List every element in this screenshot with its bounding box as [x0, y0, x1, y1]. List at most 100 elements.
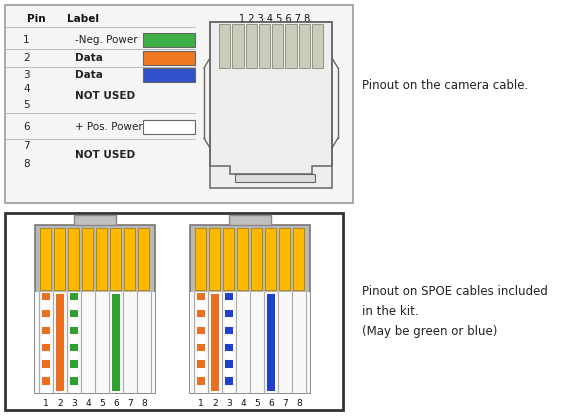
Bar [219, 24, 230, 68]
Bar [42, 335, 50, 342]
Bar [225, 386, 233, 393]
Bar [42, 293, 50, 300]
Bar [267, 294, 275, 391]
Bar [96, 228, 107, 290]
Bar [293, 228, 304, 290]
Bar [5, 5, 353, 203]
Bar [197, 293, 205, 300]
Text: NOT USED: NOT USED [75, 91, 135, 101]
Bar [225, 377, 233, 384]
Bar [70, 377, 78, 384]
Text: 3: 3 [226, 399, 232, 408]
Bar [211, 294, 219, 391]
Bar [143, 68, 195, 82]
Text: 2: 2 [57, 399, 63, 408]
Bar [225, 293, 233, 300]
Text: 3: 3 [71, 399, 77, 408]
Text: 4: 4 [23, 84, 30, 94]
Text: 6: 6 [23, 122, 30, 132]
Bar [259, 24, 270, 68]
Bar [246, 24, 257, 68]
Text: 7: 7 [127, 399, 133, 408]
Bar [225, 310, 233, 317]
Text: 7: 7 [282, 399, 288, 408]
Bar [210, 22, 332, 188]
Bar [35, 292, 155, 393]
Bar [42, 360, 50, 368]
Bar [235, 174, 315, 182]
Text: 6: 6 [113, 399, 119, 408]
Bar [298, 24, 309, 68]
Bar [197, 335, 205, 342]
Text: 6: 6 [268, 399, 274, 408]
Bar [197, 369, 205, 376]
Bar [42, 301, 50, 309]
Bar [225, 360, 233, 368]
Text: 5: 5 [99, 399, 105, 408]
Text: 1: 1 [23, 35, 30, 45]
Bar [143, 51, 195, 65]
Text: Label: Label [67, 14, 99, 24]
Bar [223, 228, 234, 290]
Bar [42, 344, 50, 351]
Text: 7: 7 [23, 141, 30, 151]
Bar [229, 215, 271, 225]
Text: 2: 2 [23, 53, 30, 63]
Text: NOT USED: NOT USED [75, 150, 135, 160]
Bar [68, 228, 79, 290]
Bar [232, 24, 243, 68]
Bar [70, 335, 78, 342]
Bar [40, 228, 51, 290]
Text: 8: 8 [141, 399, 147, 408]
Bar [225, 327, 233, 334]
Bar [70, 301, 78, 309]
Bar [197, 344, 205, 351]
Bar [138, 228, 149, 290]
Bar [70, 369, 78, 376]
Bar [237, 228, 248, 290]
Bar [54, 228, 65, 290]
Bar [42, 386, 50, 393]
Bar [143, 33, 195, 47]
Bar [42, 369, 50, 376]
Bar [56, 294, 64, 391]
Text: + Pos. Power: + Pos. Power [75, 122, 143, 132]
Bar [265, 228, 276, 290]
Bar [197, 301, 205, 309]
Bar [197, 360, 205, 368]
Bar [124, 228, 135, 290]
Text: Data: Data [75, 53, 103, 63]
Bar [225, 318, 233, 326]
Text: 3: 3 [23, 70, 30, 80]
Bar [272, 24, 283, 68]
Text: 4: 4 [240, 399, 246, 408]
Bar [225, 369, 233, 376]
Bar [197, 310, 205, 317]
Bar [112, 294, 120, 391]
Text: 5: 5 [23, 100, 30, 110]
Text: 8: 8 [296, 399, 302, 408]
Bar [190, 225, 310, 393]
Bar [251, 228, 262, 290]
Bar [5, 213, 343, 410]
Bar [82, 228, 93, 290]
Bar [197, 352, 205, 359]
Bar [35, 225, 155, 393]
Bar [74, 215, 116, 225]
Text: 5: 5 [254, 399, 260, 408]
Text: 8: 8 [23, 159, 30, 169]
Bar [312, 24, 323, 68]
Text: Pinout on SPOE cables included
in the kit.
(May be green or blue): Pinout on SPOE cables included in the ki… [362, 285, 548, 338]
Bar [70, 386, 78, 393]
Text: 4: 4 [85, 399, 91, 408]
Text: 1 2 3 4 5 6 7 8: 1 2 3 4 5 6 7 8 [239, 14, 311, 24]
Text: -Neg. Power: -Neg. Power [75, 35, 137, 45]
Bar [42, 310, 50, 317]
Bar [70, 318, 78, 326]
Text: Pin: Pin [27, 14, 46, 24]
Bar [42, 327, 50, 334]
Text: 2: 2 [212, 399, 218, 408]
Bar [197, 377, 205, 384]
Bar [42, 352, 50, 359]
Bar [225, 335, 233, 342]
